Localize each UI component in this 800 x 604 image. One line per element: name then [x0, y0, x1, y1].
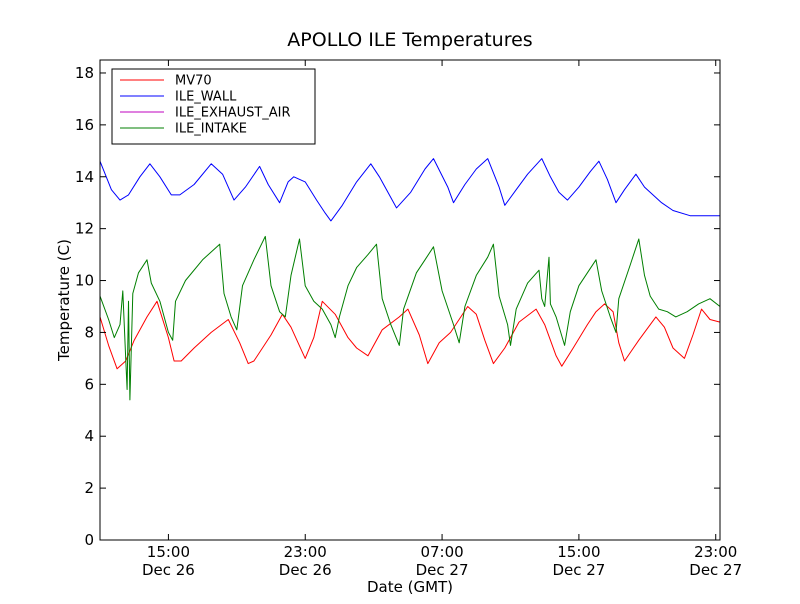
y-tick-label: 16: [75, 116, 94, 134]
legend-label-ile-intake: ILE_INTAKE: [175, 122, 247, 137]
y-tick-label: 2: [84, 479, 94, 497]
y-tick-label: 14: [75, 168, 94, 186]
x-axis-label: Date (GMT): [367, 578, 453, 596]
y-tick-label: 10: [75, 272, 94, 290]
y-tick-label: 12: [75, 220, 94, 238]
x-tick-label-date: Dec 26: [279, 561, 332, 579]
x-tick-label-time: 23:00: [284, 543, 327, 561]
x-tick-label-time: 07:00: [420, 543, 463, 561]
x-tick-label-time: 15:00: [557, 543, 600, 561]
series-line-ile-intake: [99, 235, 721, 401]
legend-label-mv70: MV70: [175, 74, 212, 89]
x-tick-label-date: Dec 27: [689, 561, 742, 579]
legend-label-ile-exhaust-air: ILE_EXHAUST_AIR: [175, 106, 291, 121]
y-tick-label: 0: [84, 531, 94, 549]
x-tick-label-date: Dec 26: [142, 561, 195, 579]
y-tick-label: 6: [84, 375, 94, 393]
series-layer: [99, 158, 721, 401]
y-tick-label: 18: [75, 64, 94, 82]
x-tick-label-time: 23:00: [694, 543, 737, 561]
x-tick-label-time: 15:00: [147, 543, 190, 561]
y-tick-label: 4: [84, 427, 94, 445]
plot-frame: [99, 59, 721, 541]
y-axis-label: Temperature (C): [55, 239, 73, 362]
x-tick-label-date: Dec 27: [416, 561, 469, 579]
legend-box: [111, 68, 316, 145]
series-line-mv70: [99, 300, 721, 370]
y-tick-label: 8: [84, 323, 94, 341]
y-axis: 0 2 4 6 8 10 12 14 16 18: [75, 64, 720, 549]
chart-title: APOLLO ILE Temperatures: [287, 29, 532, 51]
series-line-ile-wall: [99, 158, 720, 222]
legend-label-ile-wall: ILE_WALL: [175, 90, 237, 105]
x-tick-label-date: Dec 27: [552, 561, 605, 579]
